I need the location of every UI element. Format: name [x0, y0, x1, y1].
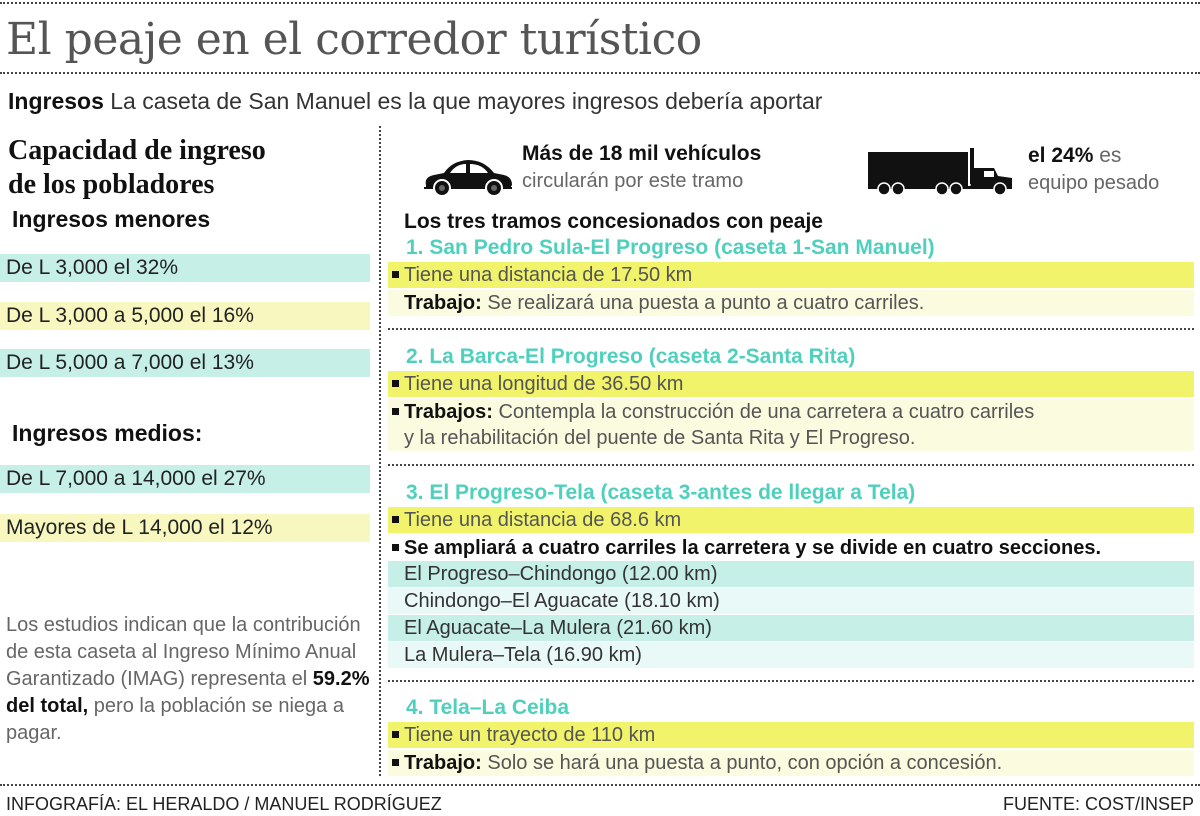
section-title-3: 3. El Progreso-Tela (caseta 3-antes de l…: [406, 481, 916, 504]
column-divider: [379, 126, 381, 776]
work-label: Trabajos:: [404, 401, 493, 423]
bullet-icon: [392, 408, 399, 415]
subsection-row: El Progreso–Chindongo (12.00 km): [388, 561, 1194, 587]
work-text: Solo se hará una puesta a punto, con opc…: [481, 752, 1003, 774]
work-text: Se realizará una puesta a punto a cuatro…: [481, 292, 925, 314]
distance-text: Tiene una distancia de 68.6 km: [404, 509, 682, 531]
subsection-row: La Mulera–Tela (16.90 km): [388, 642, 1194, 668]
heavy-percent-value: el 24%: [1028, 144, 1094, 167]
subtitle: Ingresos La caseta de San Manuel es la q…: [8, 88, 822, 115]
income-capacity-heading: Capacidad de ingreso de los pobladores: [8, 134, 266, 202]
subtitle-bold: Ingresos: [8, 88, 104, 114]
page-title: El peaje en el corredor turístico: [6, 14, 702, 65]
bullet-icon: [392, 759, 399, 766]
section-3-distance: Tiene una distancia de 68.6 km: [388, 507, 1194, 533]
income-bar: De L 5,000 a 7,000 el 13%: [0, 349, 370, 377]
section-4-work: Trabajo: Solo se hará una puesta a punto…: [388, 750, 1194, 776]
car-icon: [424, 160, 512, 197]
infographic-credit: INFOGRAFÍA: EL HERALDO / MANUEL RODRÍGUE…: [6, 794, 442, 814]
section-2-work-cont: y la rehabilitación del puente de Santa …: [388, 425, 1194, 451]
heavy-equipment-percent: el 24% es: [1028, 144, 1121, 168]
distance-text: Tiene un trayecto de 110 km: [404, 724, 656, 746]
income-bar: De L 3,000 el 32%: [0, 254, 370, 282]
income-bar: De L 7,000 a 14,000 el 27%: [0, 465, 370, 493]
income-bar: Mayores de L 14,000 el 12%: [0, 514, 370, 542]
subsection-row: Chindongo–El Aguacate (18.10 km): [388, 588, 1194, 614]
section-divider: [388, 464, 1194, 466]
imag-note: Los estudios indican que la contribución…: [6, 612, 376, 747]
section-divider: [388, 680, 1194, 682]
work-text: Se ampliará a cuatro carriles la carrete…: [404, 537, 1102, 559]
distance-text: Tiene una longitud de 36.50 km: [404, 373, 684, 395]
work-label: Trabajo:: [404, 292, 482, 314]
bullet-icon: [392, 731, 399, 738]
source-credit: FUENTE: COST/INSEP: [1002, 794, 1194, 814]
section-title-4: 4. Tela–La Ceiba: [406, 696, 570, 719]
title-rule: [0, 72, 1200, 74]
heading-line-1: Capacidad de ingreso: [8, 135, 266, 166]
distance-text: Tiene una distancia de 17.50 km: [404, 264, 693, 286]
section-1-distance: Tiene una distancia de 17.50 km: [388, 262, 1194, 288]
section-2-work: Trabajos: Contempla la construcción de u…: [388, 399, 1194, 425]
heavy-percent-es: es: [1093, 144, 1122, 167]
section-1-work: Trabajo: Se realizará una puesta a punto…: [388, 290, 1194, 316]
work-text: Contempla la construcción de una carrete…: [492, 401, 1035, 423]
vehicles-count: Más de 18 mil vehículos: [522, 142, 762, 165]
note-text: Los estudios indican que la contribución…: [6, 614, 361, 690]
bullet-icon: [392, 380, 399, 387]
subtitle-text: La caseta de San Manuel es la que mayore…: [103, 88, 823, 114]
bullet-icon: [392, 271, 399, 278]
truck-icon: [868, 148, 1012, 196]
group-label-lower: Ingresos menores: [12, 206, 211, 232]
group-label-middle: Ingresos medios:: [12, 420, 203, 446]
subsection-row: El Aguacate–La Mulera (21.60 km): [388, 615, 1194, 641]
tramos-heading: Los tres tramos concesionados con peaje: [404, 210, 823, 233]
top-rule: [0, 2, 1200, 4]
work-label: Trabajo:: [404, 752, 482, 774]
income-bar: De L 3,000 a 5,000 el 16%: [0, 302, 370, 330]
heavy-equipment-caption: equipo pesado: [1028, 172, 1160, 194]
note-bold: 59.2% del total,: [6, 668, 370, 717]
section-title-1: 1. San Pedro Sula-El Progreso (caseta 1-…: [406, 236, 935, 259]
section-divider: [388, 328, 1194, 330]
heading-line-2: de los pobladores: [8, 169, 215, 200]
section-3-work: Se ampliará a cuatro carriles la carrete…: [388, 535, 1194, 561]
bullet-icon: [392, 544, 399, 551]
footer-rule: [0, 784, 1200, 786]
section-2-distance: Tiene una longitud de 36.50 km: [388, 371, 1194, 397]
vehicles-caption: circularán por este tramo: [522, 170, 744, 192]
bullet-icon: [392, 516, 399, 523]
section-title-2: 2. La Barca-El Progreso (caseta 2-Santa …: [406, 345, 856, 368]
section-4-distance: Tiene un trayecto de 110 km: [388, 722, 1194, 748]
note-text-end: pero la población se niega a pagar.: [6, 695, 344, 744]
